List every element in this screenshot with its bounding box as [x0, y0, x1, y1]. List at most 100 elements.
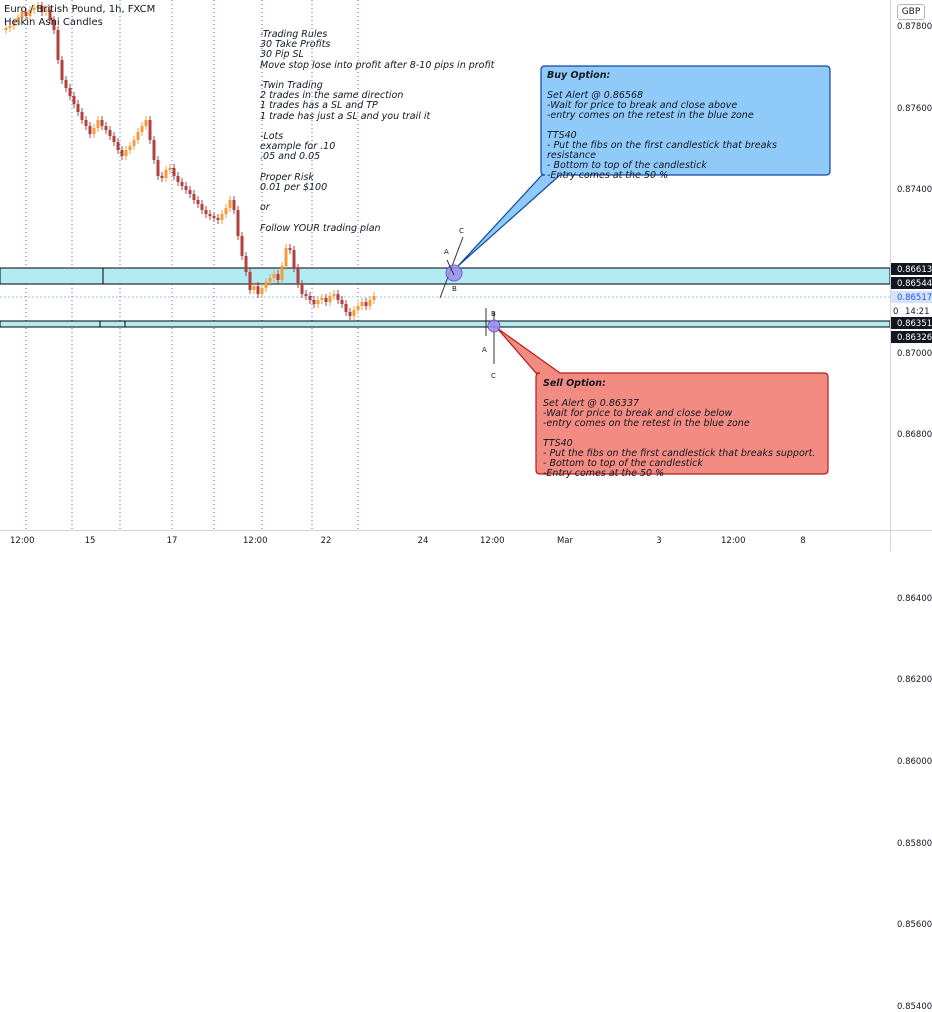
candle-down — [212, 216, 216, 218]
sell-option-line: - Put the fibs on the first candlestick … — [543, 448, 816, 459]
candle-down — [188, 190, 192, 194]
indicator-title[interactable]: Heikin Ashi Candles — [4, 17, 103, 28]
sell-option-title: Sell Option: — [543, 378, 606, 389]
candle-down — [76, 104, 80, 112]
time-tick-label: 24 — [417, 536, 429, 546]
candle-down — [48, 10, 52, 20]
note-line — [260, 122, 494, 132]
candle-up — [12, 22, 16, 26]
session-separators — [25, 0, 359, 530]
candle-up — [352, 310, 356, 316]
time-tick-label: 3 — [656, 536, 662, 546]
candle-up — [252, 286, 256, 290]
time-axis[interactable]: 12:00 15 17 12:00 22 24 12:00 Mar 3 12:00 8 — [0, 530, 890, 551]
tag-current-price-bg — [891, 291, 932, 303]
candle-up — [328, 296, 332, 302]
candle-down — [64, 80, 68, 88]
price-tick-label: 0.86400 — [897, 593, 932, 604]
candle-up — [168, 168, 172, 170]
note-line: 1 trades has a SL and TP — [260, 100, 378, 112]
buy-option-line: -Entry comes at the 50 % — [547, 170, 669, 181]
buy-option-line: - Put the fibs on the first candlestick … — [547, 140, 777, 151]
price-axis[interactable]: GBP 0.878000.876000.874000.872000.870000… — [890, 0, 932, 1012]
candle-down — [204, 210, 208, 214]
sell-fib-tool[interactable]: B A C — [482, 308, 501, 380]
time-tick-label: 12:00 — [10, 536, 35, 546]
tag-current-price: 0.86517 — [897, 293, 932, 303]
candle-down — [208, 214, 212, 216]
candle-down — [120, 150, 124, 156]
candle-down — [304, 294, 308, 296]
time-tick-label: 12:00 — [480, 536, 505, 546]
candle-down — [232, 200, 236, 210]
candle-up — [20, 12, 24, 18]
candle-down — [192, 194, 196, 200]
price-tick-label: 0.87600 — [897, 103, 932, 114]
note-line: 30 Pip SL — [260, 49, 304, 61]
buy-option-callout[interactable] — [457, 65, 831, 267]
candle-up — [228, 200, 232, 208]
time-tick-label: 12:00 — [721, 536, 746, 546]
buy-entry-marker[interactable] — [445, 264, 463, 282]
buy-option-line: resistance — [547, 150, 596, 161]
trading-rules-note[interactable]: -Trading Rules 30 Take Profits 30 Pip SL Mo… — [260, 29, 495, 234]
sell-option-line: -Entry comes at the 50 % — [543, 468, 665, 479]
sell-entry-marker[interactable] — [487, 319, 501, 333]
candle-up — [132, 140, 136, 146]
price-tick-label: 0.87800 — [897, 22, 932, 32]
note-line: Move stop lose into profit after 8-10 pi… — [260, 59, 495, 71]
buy-fib-label-b: B — [452, 285, 457, 293]
candle-down — [148, 120, 152, 140]
candle-down — [276, 274, 280, 280]
buy-option-line — [547, 121, 777, 131]
candle-up — [224, 208, 228, 214]
candle-up — [32, 8, 36, 10]
candle-up — [124, 150, 128, 156]
tag-support-bottom: 0.86326 — [897, 333, 932, 343]
candlestick-series — [4, 2, 376, 320]
candle-up — [128, 146, 132, 150]
sell-fib-label-a: A — [482, 346, 487, 354]
candle-up — [360, 302, 364, 306]
candle-down — [84, 120, 88, 126]
tag-support-bottom-bg — [891, 331, 932, 343]
candle-down — [104, 126, 108, 130]
candle-down — [288, 248, 292, 250]
candle-up — [92, 128, 96, 134]
candle-up — [136, 132, 140, 140]
sell-option-text: Sell Option: Set Alert @ 0.86337 -Wait fo… — [543, 379, 815, 479]
candle-up — [28, 10, 32, 16]
note-line: 0.01 per $100 — [260, 182, 328, 193]
sell-option-line: Set Alert @ 0.86337 — [543, 398, 640, 409]
tag-support-top-bg — [891, 317, 932, 329]
chart-area[interactable]: A B C B A C Euro / British Pound, 1h, FX… — [0, 0, 890, 530]
tag-hidden: 0 — [893, 307, 898, 317]
note-line: 30 Take Profits — [260, 39, 331, 51]
note-line: example for .10 — [260, 141, 336, 153]
note-line: 2 trades in the same direction — [260, 90, 404, 102]
candle-up — [268, 278, 272, 282]
time-tick-label: 8 — [800, 536, 806, 546]
sell-option-line: -Wait for price to break and close below — [543, 408, 733, 419]
note-line: 1 trade has just a SL and you trail it — [260, 110, 431, 122]
currency-badge[interactable]: GBP — [897, 4, 925, 20]
sell-option-callout[interactable] — [496, 327, 829, 475]
note-line — [260, 193, 494, 203]
buy-fib-tool[interactable]: A B C — [439, 227, 464, 299]
sell-fib-label-c: C — [491, 372, 496, 380]
candle-up — [320, 298, 324, 300]
tag-countdown: 14:21 — [905, 307, 930, 317]
note-line: -Lots — [260, 131, 284, 142]
note-line: Follow YOUR trading plan — [260, 222, 381, 234]
candle-down — [256, 286, 260, 294]
candle-down — [292, 250, 296, 268]
candle-up — [316, 300, 320, 304]
support-zone[interactable] — [0, 320, 890, 328]
symbol-title[interactable]: Euro / British Pound, 1h, FXCM — [4, 4, 156, 15]
buy-option-text: Buy Option: Set Alert @ 0.86568 -Wait for… — [547, 71, 777, 181]
candle-down — [248, 272, 252, 290]
resistance-zone[interactable] — [0, 267, 890, 285]
sell-option-line: -entry comes on the retest in the blue z… — [543, 418, 750, 429]
sell-option-line: TTS40 — [543, 438, 573, 449]
chart-canvas[interactable]: A B C B A C — [0, 0, 890, 530]
